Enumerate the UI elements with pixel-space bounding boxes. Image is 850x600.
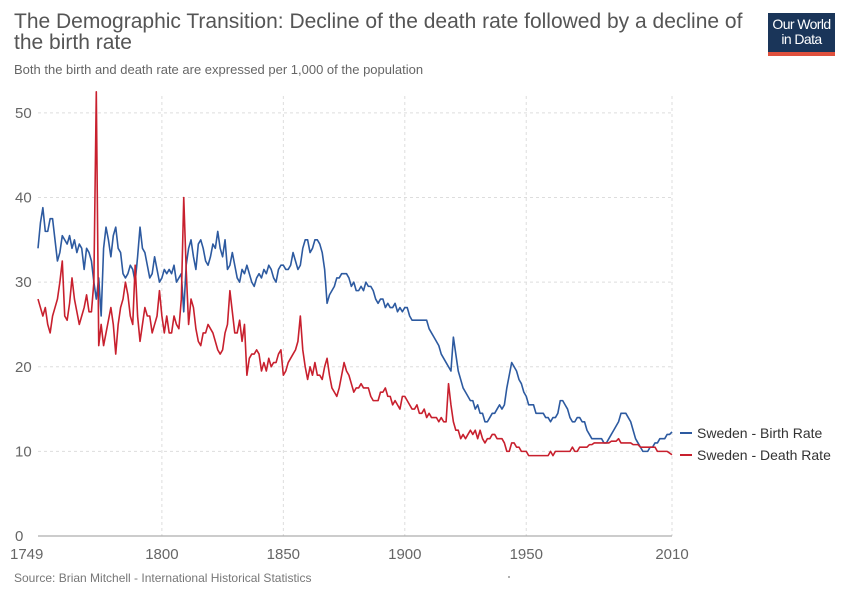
x-tick-label-1950: 1950 — [510, 546, 543, 563]
owid-logo[interactable]: Our World in Data — [768, 13, 835, 56]
logo-line-1: Our World — [772, 16, 831, 32]
axes: 0 10 20 30 40 50 1749 1800 1850 1900 1950 2010 — [10, 105, 689, 563]
y-tick-label-10: 10 — [15, 443, 32, 460]
x-tick-label-1749: 1749 — [10, 546, 43, 563]
chart-title: The Demographic Transition: Decline of t… — [14, 10, 743, 54]
decorative-dot — [508, 576, 510, 578]
series-line-birth-rate — [37, 206, 673, 453]
legend-label-birth-rate: Sweden - Birth Rate — [697, 425, 822, 441]
source-note: Source: Brian Mitchell - International H… — [14, 571, 312, 585]
legend: Sweden - Birth Rate Sweden - Death Rate — [680, 425, 831, 463]
y-tick-label-50: 50 — [15, 105, 32, 122]
series — [37, 90, 673, 457]
legend-label-death-rate: Sweden - Death Rate — [697, 447, 831, 463]
y-tick-label-40: 40 — [15, 190, 32, 207]
chart-subtitle: Both the birth and death rate are expres… — [14, 62, 424, 77]
x-tick-label-1800: 1800 — [145, 546, 178, 563]
logo-line-2: in Data — [781, 31, 822, 47]
x-tick-label-1900: 1900 — [388, 546, 421, 563]
x-tick-label-1850: 1850 — [267, 546, 300, 563]
series-line-death-rate — [37, 90, 673, 457]
x-tick-label-2010: 2010 — [655, 546, 688, 563]
y-tick-label-30: 30 — [15, 274, 32, 291]
y-tick-label-20: 20 — [15, 359, 32, 376]
y-tick-label-0: 0 — [15, 528, 23, 545]
